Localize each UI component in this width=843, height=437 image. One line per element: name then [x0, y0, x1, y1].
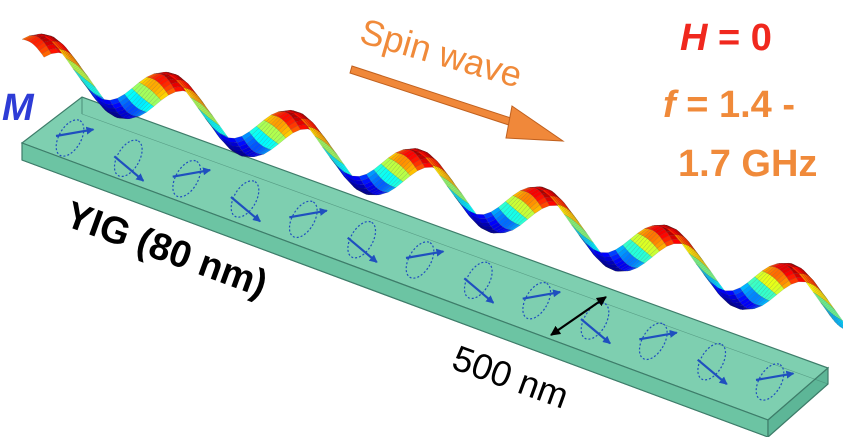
- propagation-arrow-head: [505, 105, 565, 142]
- yig-film-hidden-edge: [81, 113, 829, 385]
- precessing-spins: [55, 119, 795, 401]
- precession-orbit: [638, 322, 668, 361]
- frequency-label-line2: 1.7 GHz: [678, 143, 817, 185]
- wave-surface-cell: [820, 302, 831, 317]
- spin-arrow: [172, 167, 212, 178]
- propagation-arrow: [349, 65, 565, 142]
- precession-orbit: [405, 241, 435, 279]
- spin-arrow: [230, 196, 261, 223]
- precession-orbit: [347, 220, 377, 259]
- spin-arrow: [755, 370, 795, 382]
- frequency-label-line1: f = 1.4 -: [663, 84, 795, 126]
- precession-orbit: [288, 200, 318, 239]
- spin-wave-surface: [21, 33, 843, 329]
- precession-orbit: [230, 180, 260, 218]
- spin-arrow: [55, 126, 95, 138]
- wave-surface-cell: [825, 307, 836, 323]
- yig-film-front-face: [21, 142, 769, 437]
- precession-orbit: [172, 159, 202, 198]
- spin-arrow: [696, 358, 728, 385]
- spin-arrow: [113, 155, 145, 182]
- spin-arrow: [463, 277, 495, 304]
- spin-arrow: [289, 207, 328, 219]
- frequency-symbol: f: [663, 84, 679, 126]
- frequency-range-start: = 1.4 -: [676, 84, 795, 126]
- wave-surface-cell: [840, 319, 843, 324]
- spin-arrow: [405, 248, 445, 260]
- precession-orbit: [113, 139, 143, 178]
- yig-film: [20, 96, 830, 437]
- width-dimension-arrow: [550, 296, 607, 336]
- spin-arrow: [522, 289, 562, 300]
- magnetization-label: M: [2, 87, 35, 129]
- spin-arrow: [346, 236, 378, 263]
- precession-orbit: [55, 119, 85, 157]
- precession-orbit: [697, 342, 727, 381]
- precession-orbit: [522, 281, 552, 320]
- field-value: = 0: [707, 17, 771, 59]
- field-label: H = 0: [680, 17, 772, 59]
- spin-arrow: [639, 329, 678, 341]
- precession-orbit: [463, 261, 493, 300]
- precession-orbit: [755, 363, 785, 401]
- field-symbol: H: [680, 17, 709, 59]
